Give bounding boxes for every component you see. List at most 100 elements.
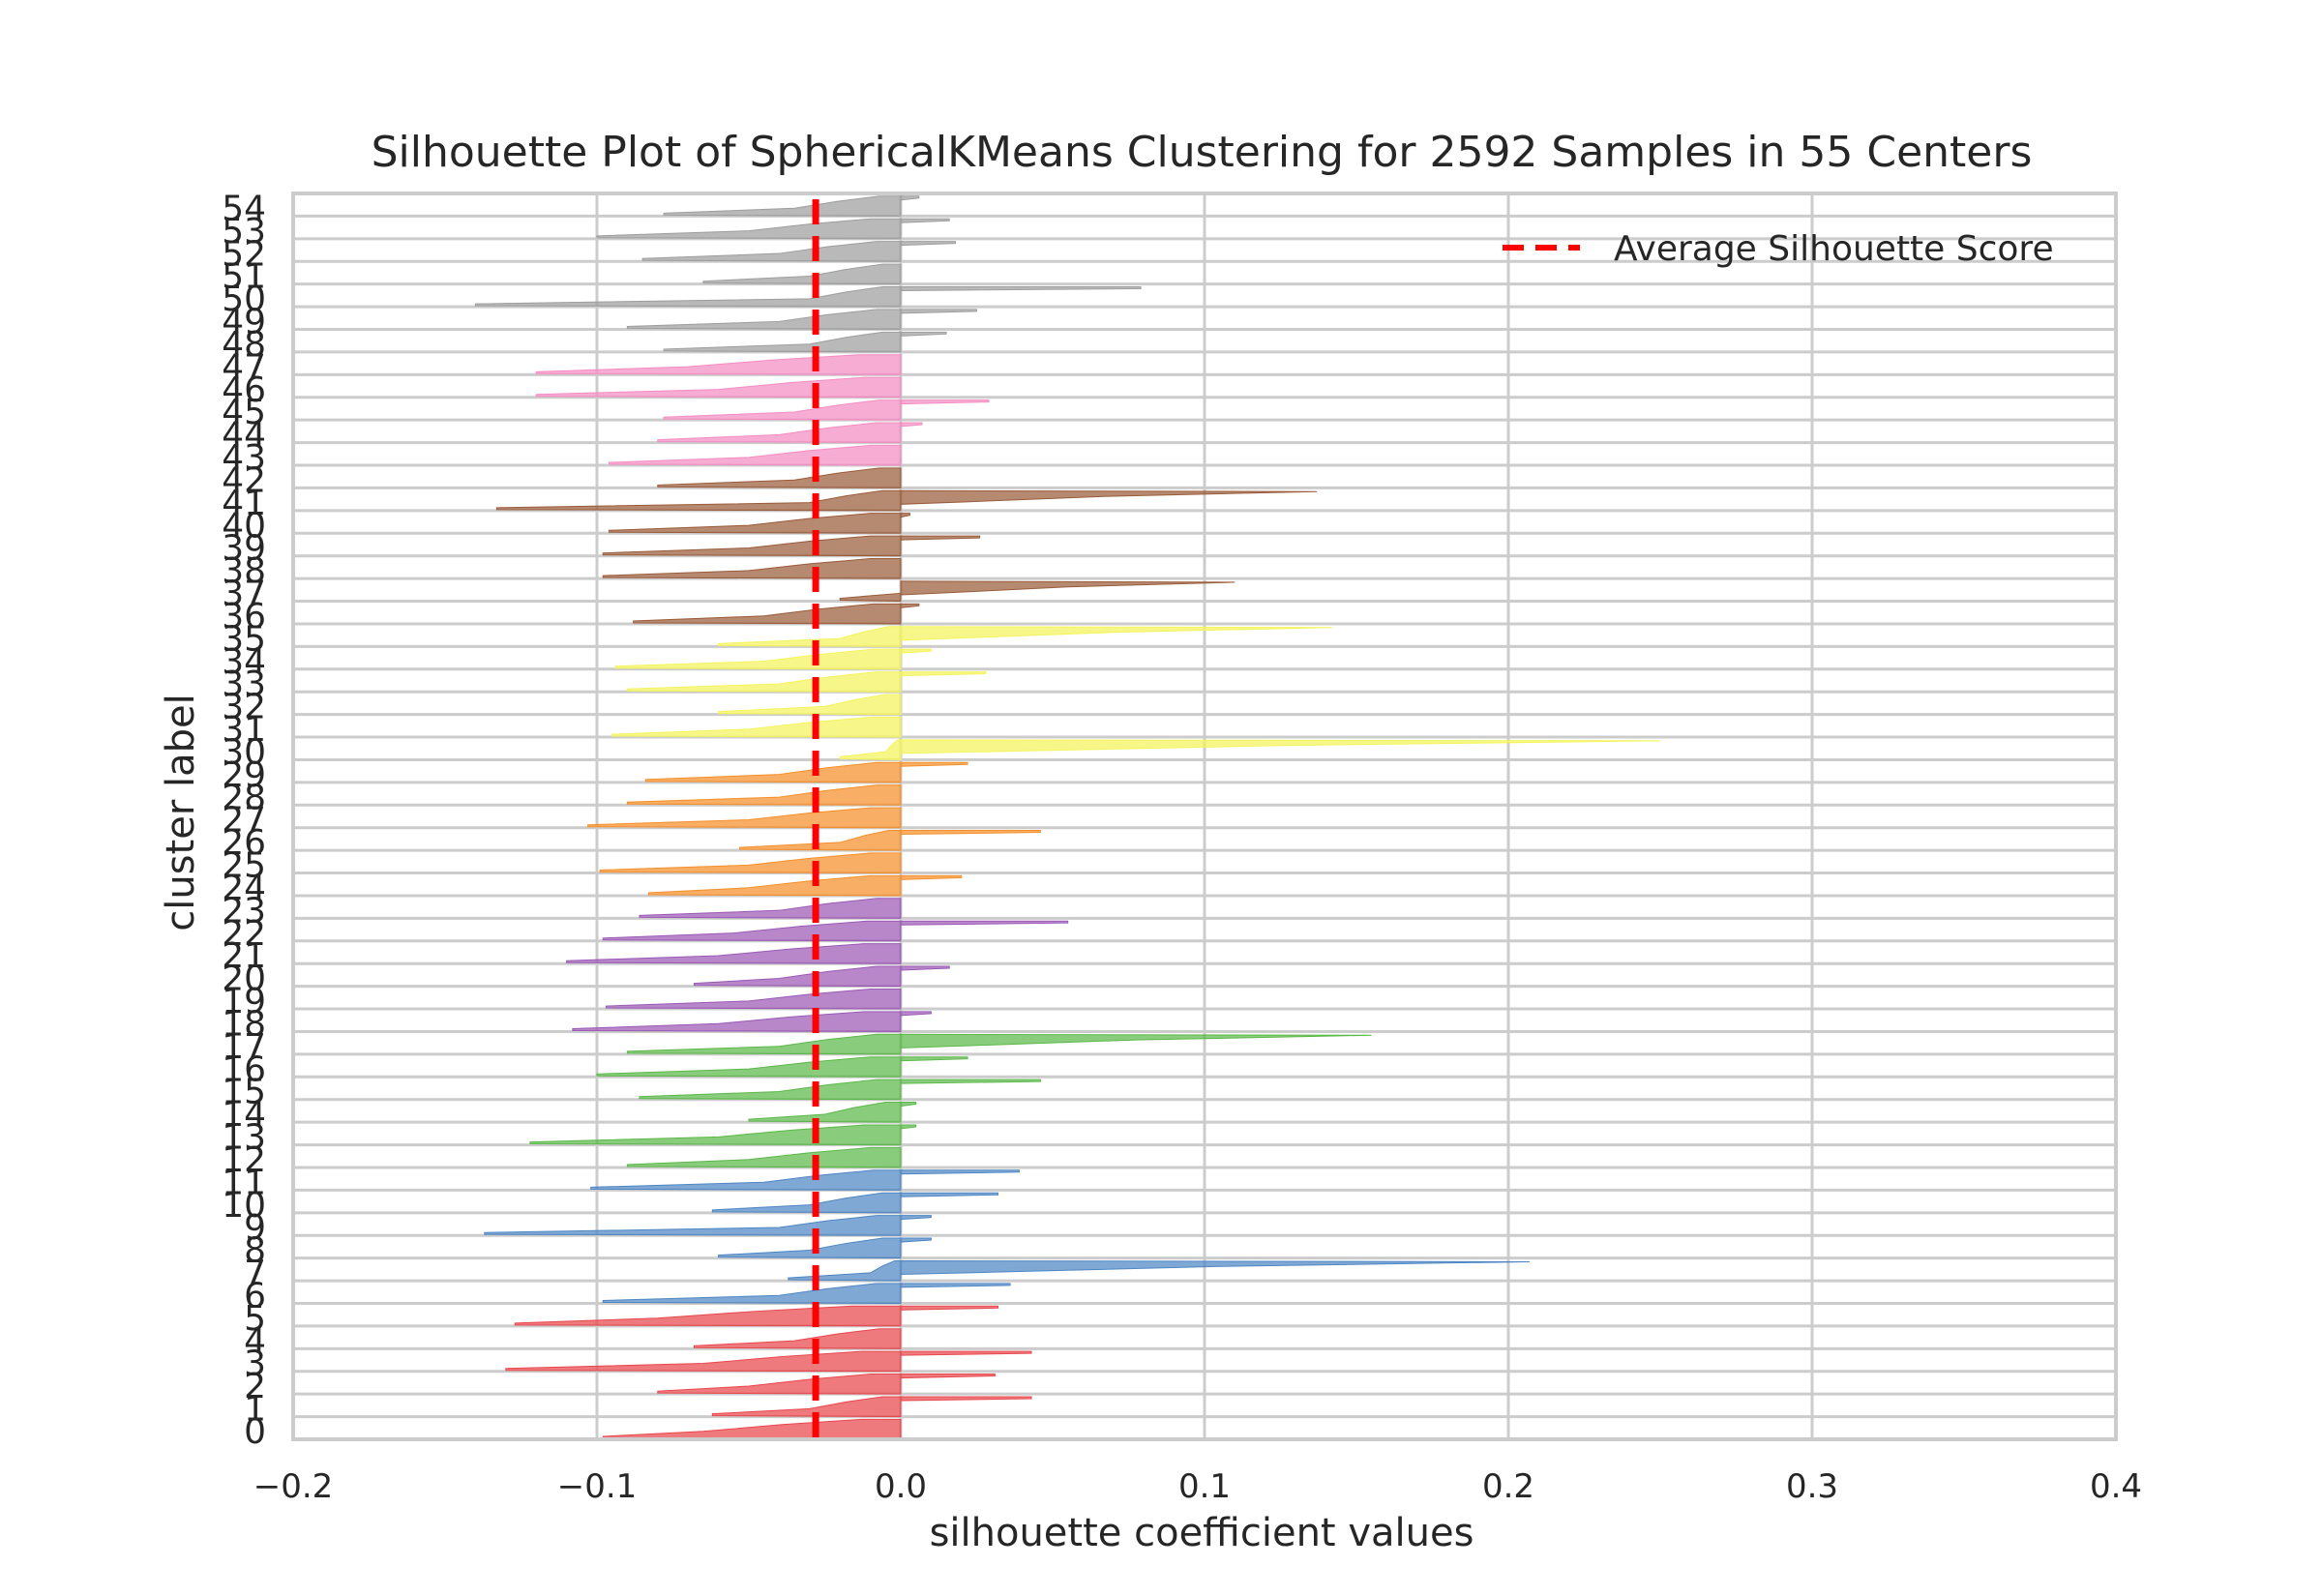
cluster-positive-tail (900, 648, 932, 654)
y-tick-label-24: 24 (222, 869, 266, 908)
cluster-silhouette-52 (641, 241, 957, 262)
cluster-silhouette-21 (566, 943, 902, 964)
cluster-positive-tail (900, 1011, 932, 1017)
y-tick-label-12: 12 (222, 1140, 266, 1180)
cluster-silhouette-33 (626, 671, 987, 693)
x-tick-label: 0.4 (2090, 1467, 2142, 1506)
cluster-positive-tail (900, 739, 1661, 754)
cluster-body (693, 1328, 902, 1349)
y-tick-label-38: 38 (222, 551, 266, 591)
y-tick-label-10: 10 (222, 1186, 266, 1226)
cluster-silhouette-39 (602, 535, 981, 557)
cluster-positive-tail (900, 1033, 1372, 1049)
y-tick-label-17: 17 (222, 1027, 266, 1067)
cluster-body (529, 1124, 902, 1146)
legend: Average Silhouette Score (1503, 229, 2054, 269)
y-tick-label-50: 50 (222, 280, 266, 319)
cluster-positive-tail (900, 1056, 968, 1062)
y-tick-label-22: 22 (222, 914, 266, 954)
cluster-positive-tail (900, 626, 1332, 641)
cluster-silhouette-10 (711, 1192, 998, 1214)
x-tick-label: 0.0 (875, 1467, 927, 1506)
y-tick-label-8: 8 (244, 1231, 266, 1271)
cluster-body (839, 739, 902, 760)
x-gridlines (291, 193, 2118, 1439)
cluster-body (609, 444, 902, 466)
y-tick-label-52: 52 (222, 234, 266, 274)
y-tick-label-19: 19 (222, 982, 266, 1021)
cluster-positive-tail (900, 218, 950, 223)
cluster-silhouette-28 (626, 784, 902, 806)
cluster-body (587, 807, 902, 829)
cluster-body (639, 898, 902, 919)
cluster-silhouette-41 (495, 489, 1318, 512)
cluster-body (602, 535, 902, 557)
cluster-silhouette-15 (639, 1079, 1041, 1101)
cluster-silhouette-44 (657, 422, 923, 444)
y-tick-label-35: 35 (222, 619, 266, 659)
y-tick-label-28: 28 (222, 778, 266, 817)
plot-area (291, 192, 2118, 1441)
y-tick-label-39: 39 (222, 529, 266, 569)
y-tick-label-13: 13 (222, 1118, 266, 1158)
cluster-silhouette-40 (609, 513, 910, 534)
y-tick-label-48: 48 (222, 325, 266, 365)
cluster-positive-tail (900, 1237, 932, 1243)
cluster-body (626, 1033, 902, 1055)
cluster-silhouette-19 (605, 988, 902, 1010)
cluster-positive-tail (900, 761, 968, 767)
cluster-silhouette-3 (505, 1350, 1032, 1373)
cluster-positive-tail (900, 195, 920, 201)
cluster-silhouette-12 (626, 1146, 902, 1168)
y-tick-label-7: 7 (244, 1254, 266, 1293)
y-tick-label-21: 21 (222, 936, 266, 976)
cluster-silhouette-38 (602, 558, 902, 579)
cluster-positive-tail (900, 920, 1069, 926)
y-tick-label-47: 47 (222, 347, 266, 387)
cluster-silhouette-8 (718, 1237, 932, 1259)
cluster-silhouette-5 (514, 1305, 998, 1327)
cluster-positive-tail (900, 830, 1041, 836)
cluster-positive-tail (900, 1102, 917, 1108)
cluster-silhouette-43 (609, 444, 902, 466)
cluster-positive-tail (900, 422, 923, 428)
cluster-silhouette-25 (599, 852, 902, 874)
cluster-silhouette-26 (739, 830, 1041, 851)
cluster-positive-tail (900, 1079, 1041, 1084)
cluster-positive-tail (900, 1283, 1011, 1288)
y-tick-label-32: 32 (222, 688, 266, 727)
cluster-silhouette-48 (663, 331, 947, 353)
y-tick-label-18: 18 (222, 1004, 266, 1044)
cluster-positive-tail (900, 1215, 932, 1221)
cluster-silhouette-37 (839, 580, 1235, 603)
y-tick-label-11: 11 (222, 1163, 266, 1202)
cluster-positive-tail (900, 671, 987, 677)
cluster-positive-tail (900, 580, 1235, 596)
y-tick-label-1: 1 (244, 1390, 266, 1430)
x-tick-label: 0.3 (1786, 1467, 1838, 1506)
cluster-silhouette-32 (718, 694, 902, 716)
cluster-body (609, 513, 902, 534)
legend-average-score-label: Average Silhouette Score (1614, 229, 2054, 269)
cluster-body (711, 1192, 902, 1214)
cluster-silhouette-22 (602, 920, 1069, 942)
cluster-positive-tail (900, 535, 981, 541)
y-tick-label-53: 53 (222, 212, 266, 251)
cluster-body (602, 1418, 902, 1440)
y-tick-label-23: 23 (222, 891, 266, 931)
cluster-silhouette-27 (587, 807, 902, 829)
cluster-positive-tail (900, 1192, 998, 1197)
y-tick-label-34: 34 (222, 642, 266, 682)
cluster-silhouette-29 (644, 761, 968, 783)
cluster-positive-tail (900, 965, 950, 971)
y-tick-label-43: 43 (222, 438, 266, 478)
y-tick-label-37: 37 (222, 575, 266, 614)
cluster-silhouette-4 (693, 1328, 902, 1349)
y-tick-label-14: 14 (222, 1095, 266, 1135)
cluster-silhouette-50 (474, 285, 1142, 308)
cluster-silhouette-45 (663, 399, 990, 421)
x-tick-label: −0.1 (557, 1467, 638, 1506)
cluster-body (614, 648, 902, 670)
y-axis-label: cluster label (159, 694, 203, 931)
y-tick-label-6: 6 (244, 1276, 266, 1315)
